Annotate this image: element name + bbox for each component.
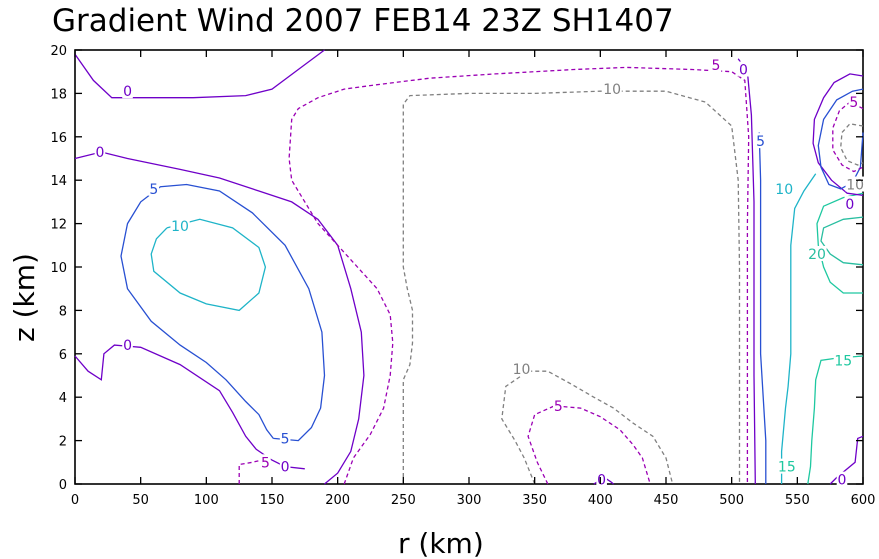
contour-label-0: 0: [123, 84, 132, 100]
y-tick-label-7: 14: [50, 174, 67, 189]
contour-label-bg-4: [122, 337, 133, 353]
contour-line-0-21: [829, 435, 864, 485]
x-tick-label-12: 600: [851, 493, 876, 508]
contour-label-4: 0: [123, 338, 132, 354]
contour-label-bg-0: [122, 83, 133, 99]
contour-line-15-15: [816, 192, 864, 294]
contour-line-neg10-20: [840, 123, 864, 166]
contour-line-15-16: [807, 355, 864, 485]
x-tick-label-3: 150: [260, 493, 285, 508]
contour-line-0-11: [737, 58, 756, 485]
y-tick-label-9: 18: [50, 87, 67, 102]
contour-line-neg10-7: [402, 90, 741, 484]
contour-label-6: 5: [261, 455, 270, 471]
contour-line-10-6: [150, 218, 267, 312]
x-tick-label-6: 300: [457, 493, 482, 508]
contour-label-9: 5: [711, 58, 720, 74]
contour-label-12: 5: [554, 399, 563, 415]
contour-line-20-14: [820, 216, 864, 266]
y-tick-label-1: 2: [59, 435, 67, 450]
contour-label-bg-3: [170, 217, 190, 233]
x-axis-ticks: 0 50 100 150 200 250 300 350 400 450 500 550 600: [71, 50, 876, 508]
contour-line-neg5-19: [832, 101, 864, 173]
x-tick-label-1: 50: [132, 493, 149, 508]
contour-label-22: 0: [838, 473, 847, 489]
contour-line-neg5-9: [527, 405, 651, 485]
contour-label-18: 15: [778, 460, 796, 476]
contour-label-13: 0: [597, 473, 606, 489]
contour-label-14: 5: [756, 134, 765, 150]
contour-label-bg-7: [279, 458, 291, 474]
contour-line-neg5-4: [288, 66, 750, 485]
x-tick-label-5: 250: [391, 493, 416, 508]
contour-label-bg-19: [848, 94, 860, 110]
contour-label-bg-13: [596, 471, 607, 487]
contour-label-1: 0: [95, 145, 104, 161]
contour-label-bg-8: [602, 81, 622, 97]
contour-line-0-17: [812, 73, 864, 197]
contour-label-15: 10: [775, 182, 793, 198]
contour-label-bg-10: [738, 61, 749, 77]
x-tick-label-7: 350: [522, 493, 547, 508]
x-tick-label-2: 100: [194, 493, 219, 508]
contour-label-11: 10: [513, 362, 531, 378]
contour-label-bg-2: [148, 180, 160, 196]
y-tick-label-5: 10: [50, 261, 67, 276]
contour-label-5: 5: [281, 431, 290, 447]
y-tick-label-8: 16: [50, 131, 67, 146]
y-tick-label-3: 6: [59, 348, 67, 363]
y-tick-label-0: 0: [59, 478, 67, 493]
contour-label-21: 0: [845, 197, 854, 213]
contour-label-8: 10: [603, 82, 621, 98]
contour-label-19: 5: [849, 95, 858, 111]
contour-label-7: 0: [281, 460, 290, 476]
contour-label-bg-9: [710, 57, 722, 73]
x-tick-label-4: 200: [325, 493, 350, 508]
contour-label-bg-15: [774, 180, 794, 196]
x-tick-label-8: 400: [588, 493, 613, 508]
contour-label-20: 10: [846, 178, 864, 194]
contour-line-5-5: [120, 183, 326, 442]
y-tick-label-2: 4: [59, 391, 67, 406]
contour-label-17: 15: [834, 353, 852, 369]
contour-line-neg5-3: [238, 459, 262, 484]
contour-line-0-2: [74, 344, 305, 470]
contour-lines: [74, 49, 864, 485]
contour-label-bg-5: [279, 430, 291, 446]
contour-label-bg-18: [777, 458, 797, 474]
plot-border: [74, 49, 864, 485]
contour-label-bg-21: [844, 196, 856, 212]
contour-label-10: 0: [739, 63, 748, 79]
contour-line-neg10-8: [501, 370, 674, 485]
contour-label-16: 20: [808, 247, 826, 263]
contour-label-bg-17: [833, 352, 853, 368]
contour-line-0-0: [74, 49, 325, 99]
contour-label-bg-11: [511, 360, 532, 376]
x-axis-label: r (km): [398, 527, 484, 559]
y-axis-label: z (km): [8, 253, 41, 342]
contour-line-5-12: [758, 132, 767, 484]
contour-label-bg-22: [836, 471, 848, 487]
contour-label-2: 5: [149, 182, 158, 198]
y-tick-label-6: 12: [50, 218, 67, 233]
x-tick-label-9: 450: [654, 493, 679, 508]
contour-label-bg-14: [755, 133, 766, 149]
contour-label-3: 10: [171, 219, 189, 235]
y-tick-label-10: 20: [50, 44, 67, 59]
x-tick-label-11: 550: [785, 493, 810, 508]
contour-label-bg-16: [807, 245, 827, 261]
chart-title: Gradient Wind 2007 FEB14 23Z SH1407: [52, 3, 674, 39]
x-tick-label-0: 0: [71, 493, 79, 508]
y-axis-ticks: 0 2 4 6 8 10 12 14 16 18 20: [50, 44, 863, 493]
contour-label-bg-12: [553, 397, 564, 413]
contour-label-bg-6: [260, 454, 271, 470]
y-tick-label-4: 8: [59, 304, 67, 319]
contour-label-bg-1: [94, 143, 106, 159]
contour-line-10-13: [780, 173, 817, 484]
plot-frame: [74, 49, 864, 485]
x-tick-label-10: 500: [719, 493, 744, 508]
contour-line-0-1: [74, 151, 365, 485]
